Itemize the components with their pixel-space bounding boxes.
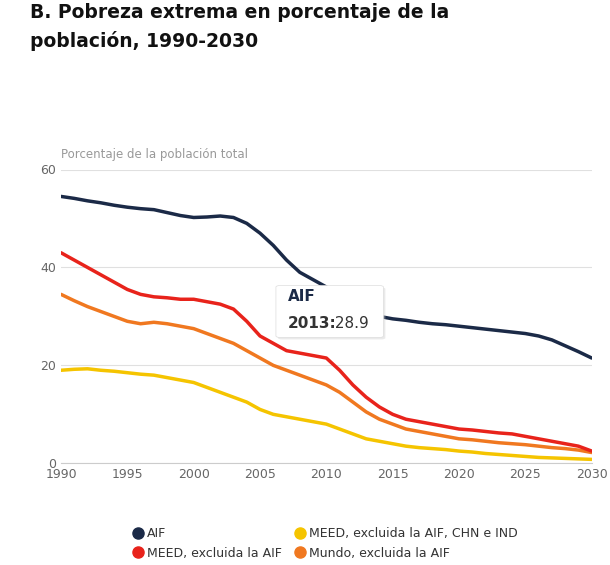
Text: 2013:: 2013: xyxy=(288,316,337,331)
Text: población, 1990-2030: población, 1990-2030 xyxy=(30,31,259,51)
Legend: AIF, MEED, excluida la AIF, MEED, excluida la AIF, CHN e IND, Mundo, excluida la: AIF, MEED, excluida la AIF, MEED, exclui… xyxy=(129,523,523,564)
Text: 28.9: 28.9 xyxy=(331,316,369,331)
Text: B. Pobreza extrema en porcentaje de la: B. Pobreza extrema en porcentaje de la xyxy=(30,3,450,22)
FancyBboxPatch shape xyxy=(278,288,386,340)
Text: AIF: AIF xyxy=(288,289,315,305)
Text: Porcentaje de la población total: Porcentaje de la población total xyxy=(61,148,248,161)
FancyBboxPatch shape xyxy=(276,285,384,337)
